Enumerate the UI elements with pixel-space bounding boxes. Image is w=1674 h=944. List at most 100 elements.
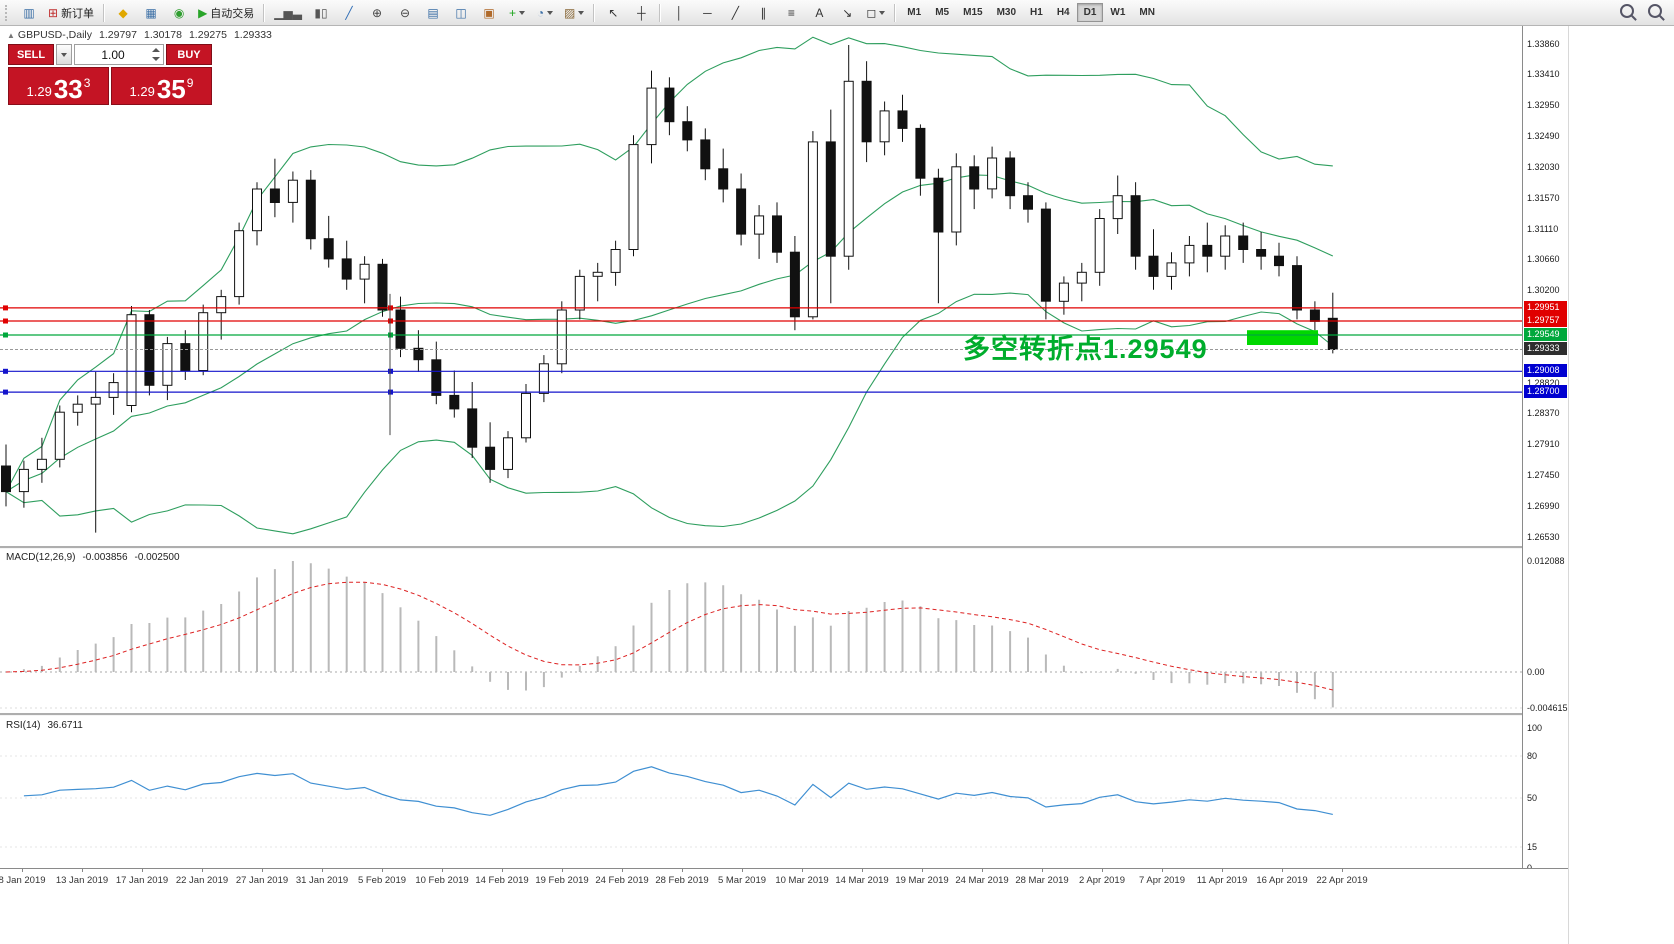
one-click-options-dropdown[interactable] [56, 44, 72, 65]
time-tick-mark [82, 869, 83, 872]
time-axis[interactable]: 8 Jan 2019 13 Jan 2019 17 Jan 2019 22 Jan 2… [0, 868, 1568, 894]
time-tick-label: 28 Mar 2019 [1015, 875, 1069, 886]
text-tool-icon[interactable]: A [806, 2, 832, 24]
periods-icon[interactable]: ◔ [532, 2, 558, 24]
support-line-2-handle[interactable] [3, 389, 8, 395]
resistance-line-1-handle[interactable] [3, 305, 8, 311]
indicators-icon[interactable]: + [504, 2, 530, 24]
trendline-icon[interactable]: ╱ [722, 2, 748, 24]
macd-panel-canvas[interactable] [0, 548, 1522, 713]
panel-separator[interactable] [0, 713, 1568, 716]
time-tick-label: 19 Feb 2019 [535, 875, 589, 886]
support-line-1-handle[interactable] [3, 368, 8, 374]
price-axis[interactable]: 1.33860 1.33410 1.32950 1.32490 1.32030 1.315… [1522, 26, 1568, 873]
time-tick-mark [1342, 869, 1343, 872]
macd-axis-label: 0.00 [1527, 667, 1545, 677]
toolbar-separator [659, 3, 662, 22]
autotrading-button[interactable]: ▶ 自动交易 [194, 2, 258, 24]
time-tick-mark [1042, 869, 1043, 872]
time-tick-label: 14 Feb 2019 [475, 875, 529, 886]
buy-price-display[interactable]: 1.29 35 9 [111, 67, 212, 105]
new-order-button[interactable]: ⊞ 新订单 [44, 2, 98, 24]
crosshair-icon[interactable]: ┼ [628, 2, 654, 24]
rsi-indicator-label: RSI(14) 36.6711 [6, 720, 90, 731]
timeframe-m30-button[interactable]: M30 [996, 7, 1017, 18]
cursor-icon[interactable]: ↖ [600, 2, 626, 24]
crosshair-icon: ┼ [637, 5, 646, 20]
buy-button[interactable]: BUY [166, 44, 212, 65]
time-tick-label: 22 Jan 2019 [175, 875, 229, 886]
time-tick-mark [202, 869, 203, 872]
macd-axis-label: -0.004615 [1527, 703, 1568, 713]
macd-value: -0.003856 [82, 552, 128, 563]
market-watch-icon[interactable]: ▦ [138, 2, 164, 24]
zoom-in-icon[interactable]: ⊕ [364, 2, 390, 24]
pivot-line-price-label: 1.29549 [1524, 327, 1567, 341]
horizontal-line-icon[interactable]: ─ [694, 2, 720, 24]
rsi-axis-label: 80 [1527, 751, 1538, 761]
main-chart-canvas[interactable] [0, 26, 1522, 546]
timeframe-mn-button[interactable]: MN [1139, 7, 1155, 18]
rsi-axis-label: 15 [1527, 842, 1538, 852]
timeframe-w1-button[interactable]: W1 [1110, 7, 1126, 18]
pivot-line-handle[interactable] [3, 332, 8, 338]
volume-value: 1.00 [101, 47, 125, 62]
toolbar-grip [5, 4, 11, 21]
quick-search-icon[interactable] [1643, 2, 1669, 24]
price-tick-label: 1.32030 [1527, 162, 1560, 173]
templates-icon[interactable]: ▨ [560, 2, 588, 24]
symbol-search-icon[interactable] [1615, 2, 1641, 24]
new-chart-icon[interactable]: ▥ [16, 2, 42, 24]
arrange-windows-icon[interactable]: ◫ [448, 2, 474, 24]
new-chart-icon: ▥ [23, 5, 35, 20]
time-tick-label: 16 Apr 2019 [1256, 875, 1308, 886]
bar-chart-mode-icon[interactable]: ▁▅▃ [270, 2, 306, 24]
sell-button[interactable]: SELL [8, 44, 54, 65]
vertical-line-icon[interactable]: │ [666, 2, 692, 24]
resistance-line-1-price-label: 1.29951 [1524, 300, 1567, 314]
candlestick-mode-icon[interactable]: ▮▯ [308, 2, 334, 24]
price-tick-label: 1.26990 [1527, 501, 1560, 512]
timeframe-m1-button[interactable]: M1 [907, 7, 922, 18]
zoom-out-icon[interactable]: ⊖ [392, 2, 418, 24]
arrows-tool-icon[interactable]: ↘ [834, 2, 860, 24]
timeframe-m15-button[interactable]: M15 [963, 7, 983, 18]
highlight-rectangle[interactable] [1247, 330, 1318, 345]
time-tick-label: 13 Jan 2019 [55, 875, 109, 886]
timeframe-m5-button[interactable]: M5 [935, 7, 950, 18]
resistance-line-2-handle[interactable] [3, 318, 8, 324]
sell-price-pips: 33 [53, 74, 83, 104]
fibonacci-icon[interactable]: ≡ [778, 2, 804, 24]
sell-price-display[interactable]: 1.29 33 3 [8, 67, 109, 105]
tile-windows-icon: ▤ [427, 5, 439, 20]
time-tick-mark [802, 869, 803, 872]
time-tick-mark [1102, 869, 1103, 872]
channel-icon[interactable]: ∥ [750, 2, 776, 24]
tile-windows-icon[interactable]: ▤ [420, 2, 446, 24]
volume-input[interactable]: 1.00 [74, 44, 164, 65]
price-tick-label: 1.28370 [1527, 408, 1560, 419]
shapes-tool-icon[interactable]: ◻ [862, 2, 889, 24]
panel-separator[interactable] [0, 546, 1568, 549]
vertical-line-icon: │ [675, 5, 684, 20]
price-tick-label: 1.28820 [1527, 377, 1560, 388]
rsi-panel-canvas[interactable] [0, 715, 1522, 868]
time-tick-mark [742, 869, 743, 872]
resistance-line-2-price-label: 1.29757 [1524, 313, 1567, 327]
data-window-icon[interactable]: ◉ [166, 2, 192, 24]
time-tick-mark [502, 869, 503, 872]
timeframe-h4-button[interactable]: H4 [1056, 7, 1070, 18]
indicators-icon: + [508, 5, 516, 20]
time-tick-label: 14 Mar 2019 [835, 875, 889, 886]
time-tick-mark [622, 869, 623, 872]
profiles-icon[interactable]: ◆ [110, 2, 136, 24]
autotrading-icon: ▶ [198, 5, 208, 20]
line-chart-mode-icon[interactable]: ╱ [336, 2, 362, 24]
timeframe-h1-button[interactable]: H1 [1030, 7, 1043, 18]
timeframe-d1-button[interactable]: D1 [1076, 3, 1104, 22]
pivot-annotation-text[interactable]: 多空转折点1.29549 [963, 334, 1208, 364]
cascade-windows-icon[interactable]: ▣ [476, 2, 502, 24]
volume-stepper[interactable] [151, 48, 161, 61]
time-tick-label: 22 Apr 2019 [1316, 875, 1368, 886]
